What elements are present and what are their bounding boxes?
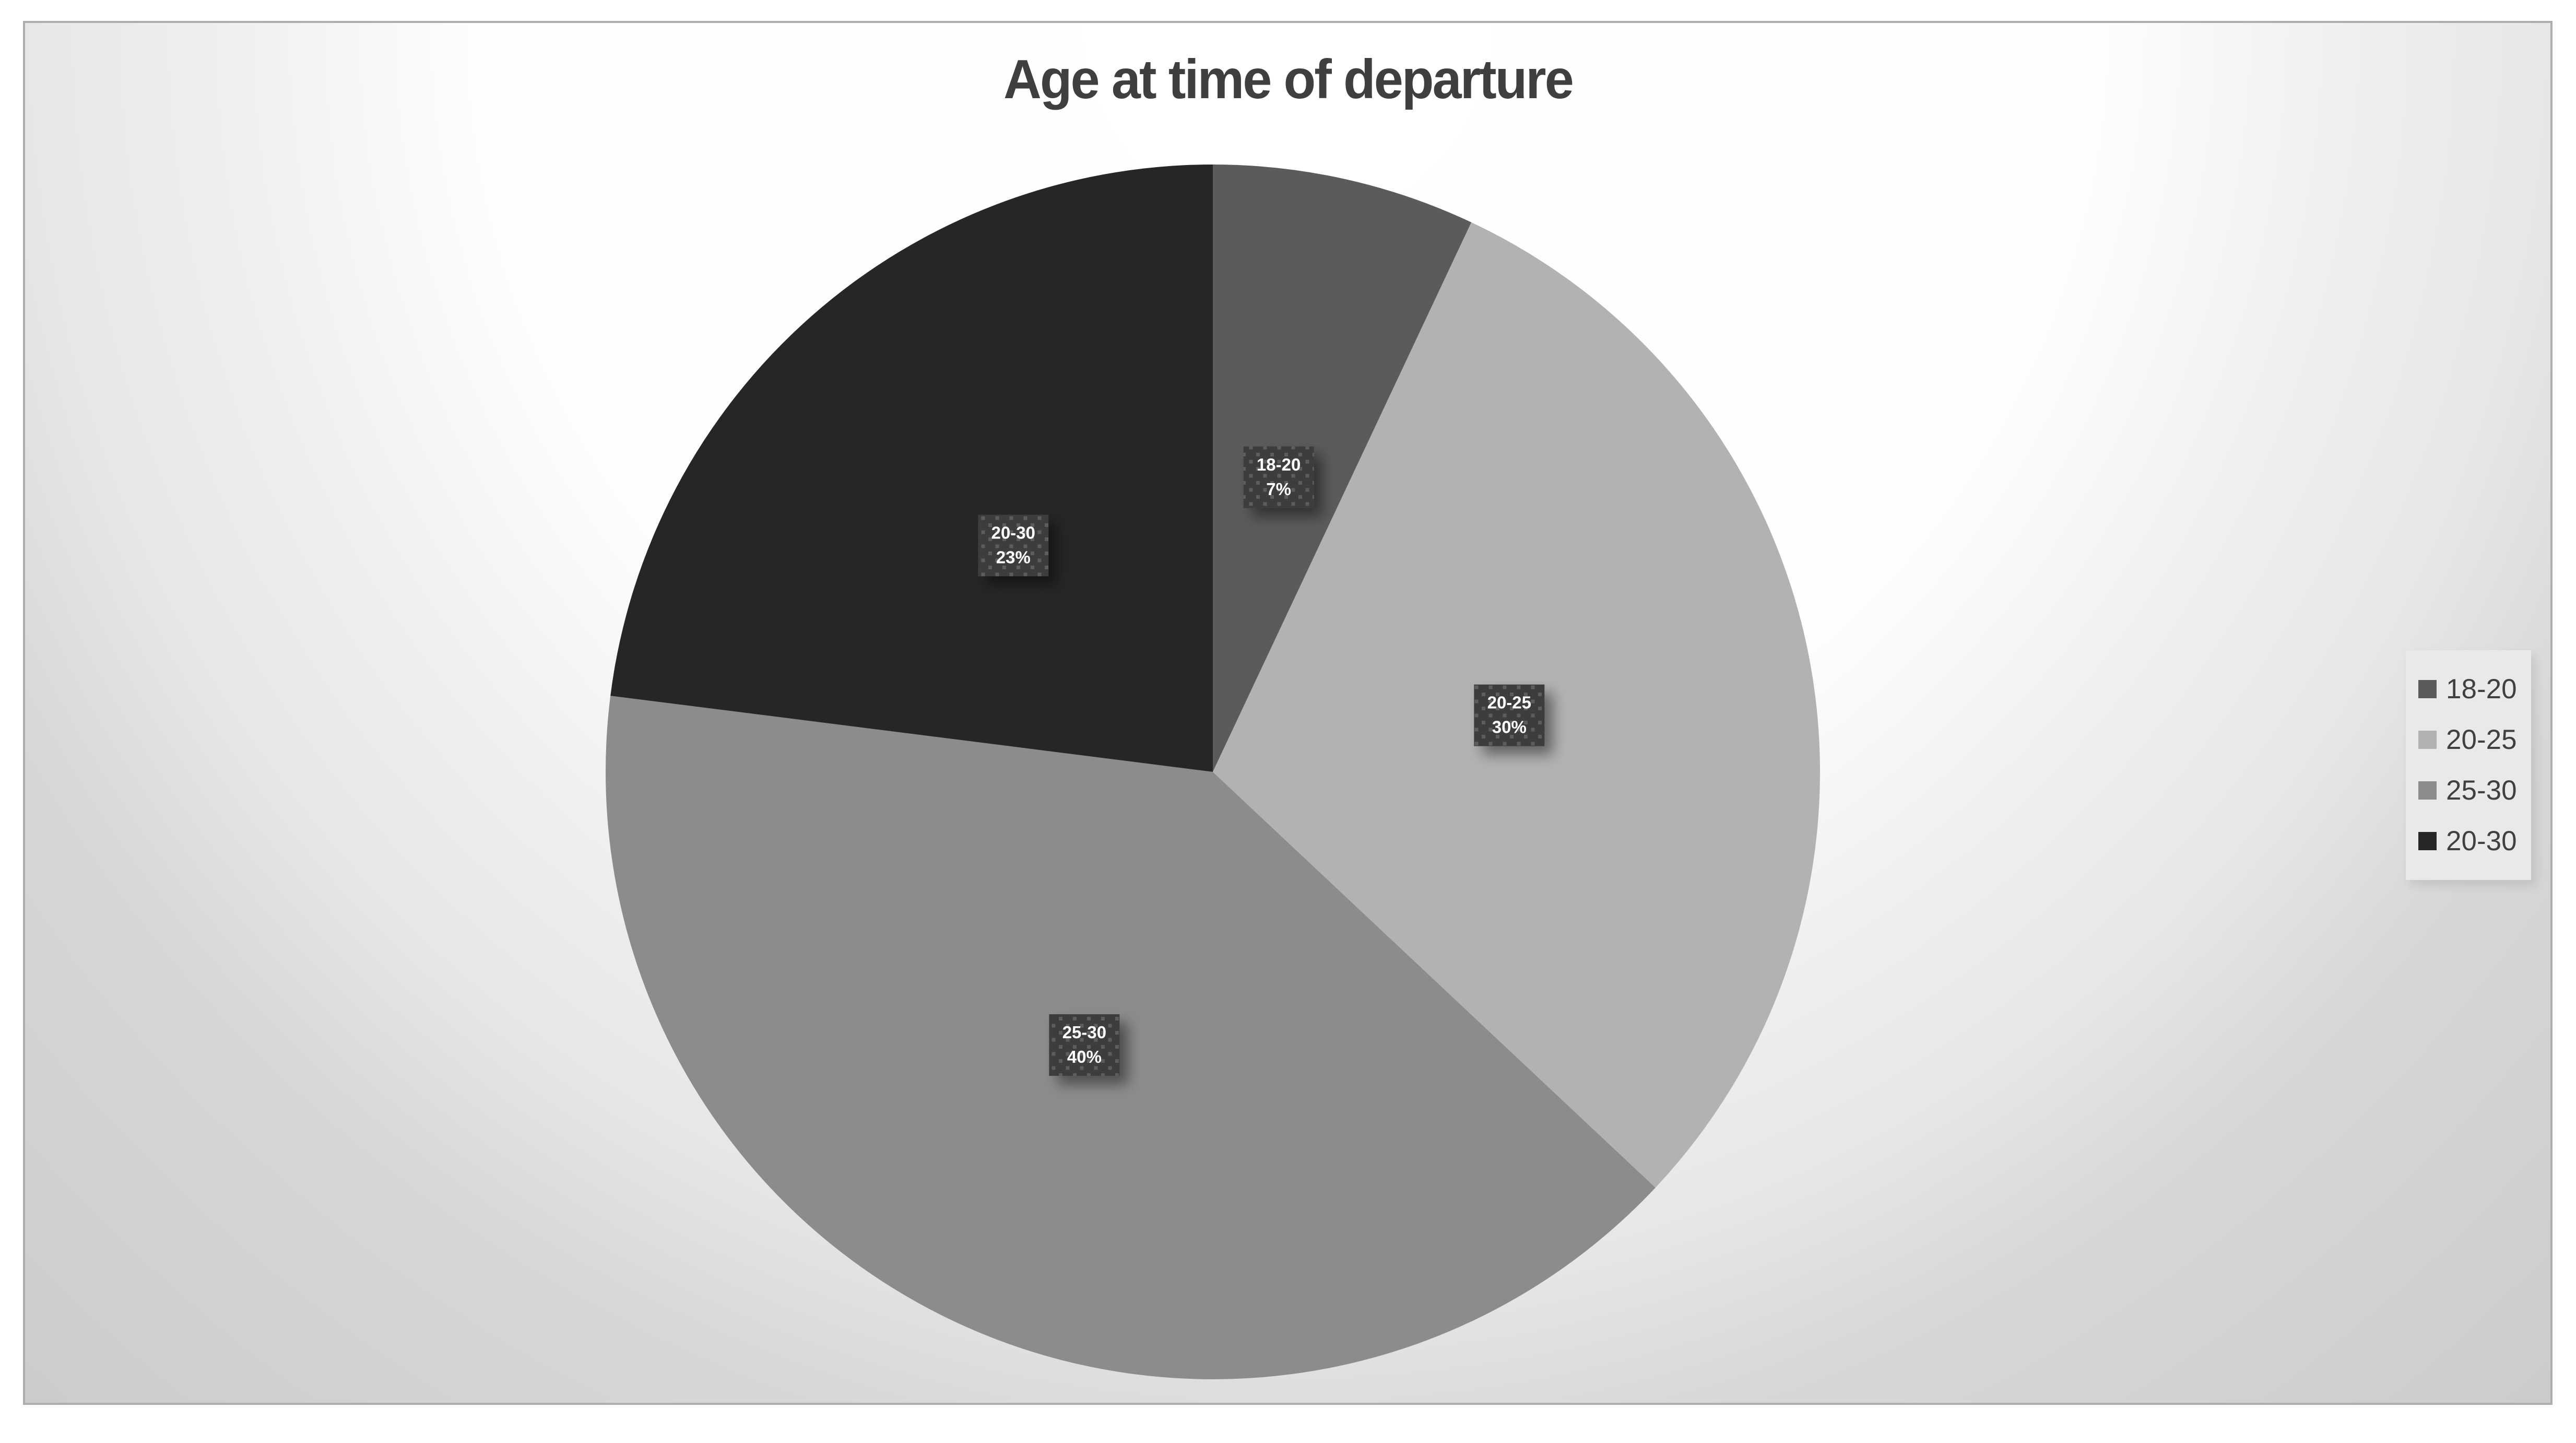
pie-data-labels: 18-20 7% 20-25 30% 25-30 40% 20-30 23%: [978, 446, 1545, 1076]
data-label-text: 18-20 7%: [1257, 455, 1301, 499]
pie-slice-18-20[interactable]: [1213, 165, 1472, 772]
legend-label: 18-20: [2446, 674, 2517, 705]
legend-label: 25-30: [2446, 775, 2517, 806]
legend-swatch-icon: [2418, 680, 2437, 698]
legend-swatch-icon: [2418, 781, 2437, 800]
data-label-text: 25-30 40%: [1062, 1023, 1106, 1066]
data-label-25-30[interactable]: 25-30 40%: [1049, 1014, 1120, 1076]
data-label-18-20[interactable]: 18-20 7%: [1243, 446, 1314, 508]
pie-slices: [606, 165, 1820, 1379]
legend-swatch-icon: [2418, 832, 2437, 850]
pie-slice-20-30[interactable]: [610, 165, 1213, 772]
legend: 18-20 20-25 25-30 20-30: [2406, 650, 2531, 880]
data-label-box: [1049, 1014, 1120, 1076]
legend-swatch-icon: [2418, 731, 2437, 749]
data-label-text: 20-30 23%: [991, 523, 1035, 567]
data-label-20-30[interactable]: 20-30 23%: [978, 514, 1049, 577]
data-label-box: [978, 514, 1049, 577]
data-label-20-25[interactable]: 20-25 30%: [1474, 684, 1545, 746]
legend-item-20-30[interactable]: 20-30: [2418, 827, 2531, 855]
legend-label: 20-30: [2446, 826, 2517, 857]
data-label-text: 20-25 30%: [1487, 693, 1531, 737]
data-label-box: [1243, 446, 1314, 508]
legend-label: 20-25: [2446, 724, 2517, 755]
data-label-box: [1474, 684, 1545, 746]
legend-item-25-30[interactable]: 25-30: [2418, 777, 2531, 804]
legend-item-18-20[interactable]: 18-20: [2418, 675, 2531, 703]
legend-item-20-25[interactable]: 20-25: [2418, 726, 2531, 754]
chart-title[interactable]: Age at time of departure: [1003, 49, 1574, 110]
pie-slice-25-30[interactable]: [606, 696, 1656, 1379]
